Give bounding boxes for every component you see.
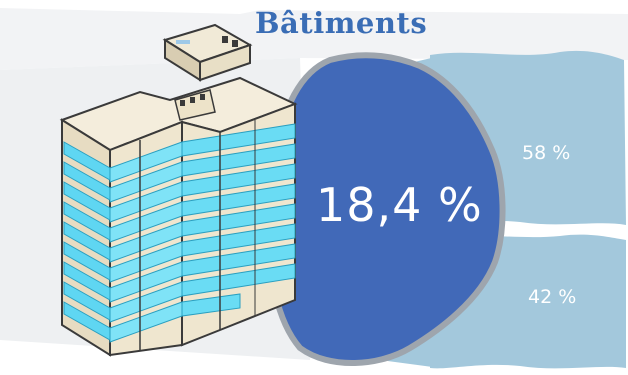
building-illustration (59, 23, 298, 357)
main-percentage: 18,4 % (316, 178, 483, 232)
segment-bottom-label: 42 % (528, 286, 577, 308)
segment-top-label: 58 % (522, 142, 571, 164)
page-title: Bâtiments (255, 6, 428, 40)
